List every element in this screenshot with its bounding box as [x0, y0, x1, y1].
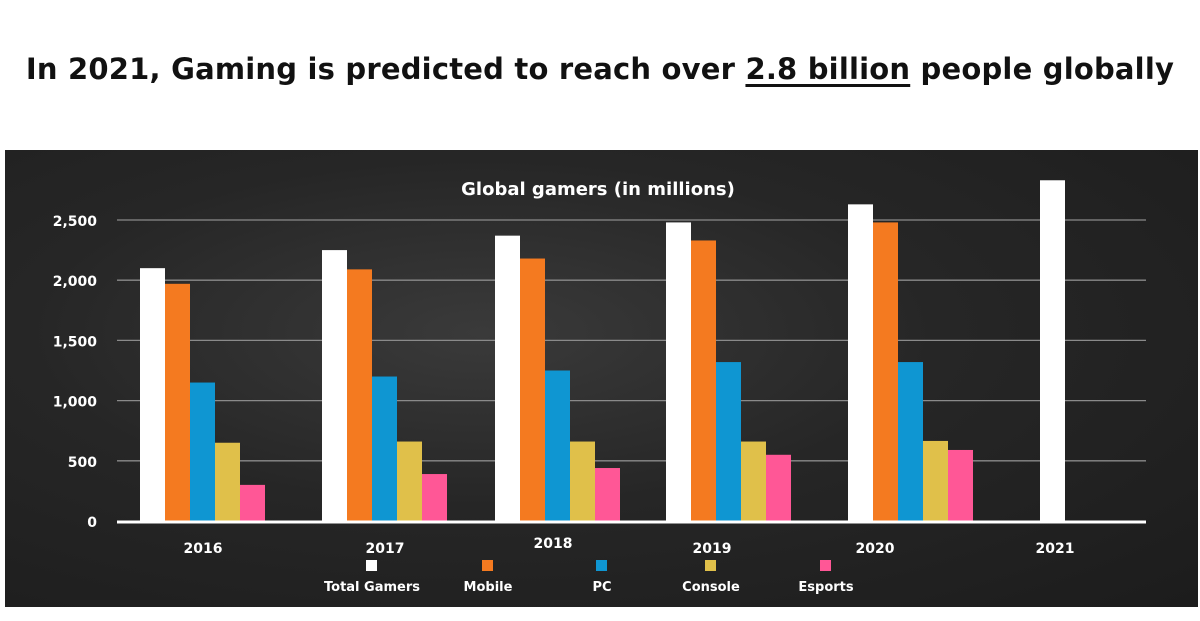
headline-suffix: people globally — [910, 52, 1175, 86]
x-tick-label: 2020 — [856, 541, 895, 557]
legend-label: Total Gamers — [324, 580, 420, 595]
bar-esports-2019 — [766, 454, 791, 521]
x-tick-label: 2016 — [184, 541, 223, 557]
bar-mobile-2019 — [691, 240, 716, 521]
x-tick-label: 2021 — [1036, 541, 1075, 557]
y-tick-label: 2,000 — [53, 274, 98, 290]
bar-total-gamers-2021 — [1040, 180, 1065, 521]
bar-console-2016 — [215, 442, 240, 521]
bar-total-gamers-2019 — [666, 222, 691, 521]
chart-panel: Global gamers (in millions) 0 500 1,000 1,5… — [5, 150, 1198, 607]
bar-mobile-2018 — [520, 258, 545, 521]
legend-swatch — [820, 560, 831, 571]
bar-chart: Global gamers (in millions) 0 500 1,000 1,5… — [53, 179, 1146, 595]
bar-pc-2018 — [545, 370, 570, 521]
legend-swatch — [482, 560, 493, 571]
bar-pc-2020 — [898, 362, 923, 521]
legend: Total Gamers Mobile PC Console Esports — [324, 560, 854, 595]
y-tick-label: 500 — [68, 455, 97, 471]
headline-highlight: 2.8 billion — [745, 52, 911, 86]
bar-esports-2020 — [948, 449, 973, 521]
y-axis-ticks: 0 500 1,000 1,500 2,000 2,500 — [53, 214, 98, 531]
x-tick-label: 2018 — [534, 536, 573, 552]
legend-label: PC — [592, 580, 611, 595]
y-tick-label: 0 — [87, 515, 97, 531]
bar-esports-2018 — [595, 468, 620, 521]
bar-console-2020 — [923, 440, 948, 521]
bar-esports-2016 — [240, 484, 265, 521]
legend-swatch — [596, 560, 607, 571]
bar-mobile-2016 — [165, 283, 190, 521]
bar-total-gamers-2017 — [322, 250, 347, 521]
bar-pc-2019 — [716, 362, 741, 521]
bar-pc-2017 — [372, 376, 397, 521]
x-axis-ticks: 2016 2017 2018 2019 2020 2021 — [184, 536, 1075, 557]
bar-mobile-2020 — [873, 222, 898, 521]
x-tick-label: 2017 — [366, 541, 405, 557]
bar-total-gamers-2016 — [140, 268, 165, 521]
y-tick-label: 1,000 — [53, 395, 98, 411]
chart-title: Global gamers (in millions) — [461, 179, 735, 200]
headline: In 2021, Gaming is predicted to reach ov… — [0, 52, 1200, 86]
headline-prefix: In 2021, Gaming is predicted to reach ov… — [25, 52, 746, 86]
bar-pc-2016 — [190, 382, 215, 521]
legend-label: Mobile — [464, 580, 513, 595]
bars — [140, 180, 1065, 521]
gridlines — [117, 219, 1146, 462]
bar-console-2019 — [741, 441, 766, 521]
bar-console-2018 — [570, 441, 595, 521]
y-tick-label: 2,500 — [53, 214, 98, 230]
bar-total-gamers-2018 — [495, 235, 520, 521]
bar-mobile-2017 — [347, 269, 372, 521]
legend-label: Console — [682, 580, 740, 595]
y-tick-label: 1,500 — [53, 334, 98, 350]
bar-esports-2017 — [422, 474, 447, 521]
x-tick-label: 2019 — [693, 541, 732, 557]
legend-swatch — [366, 560, 377, 571]
legend-label: Esports — [798, 580, 853, 595]
legend-swatch — [705, 560, 716, 571]
bar-console-2017 — [397, 441, 422, 521]
bar-total-gamers-2020 — [848, 204, 873, 521]
